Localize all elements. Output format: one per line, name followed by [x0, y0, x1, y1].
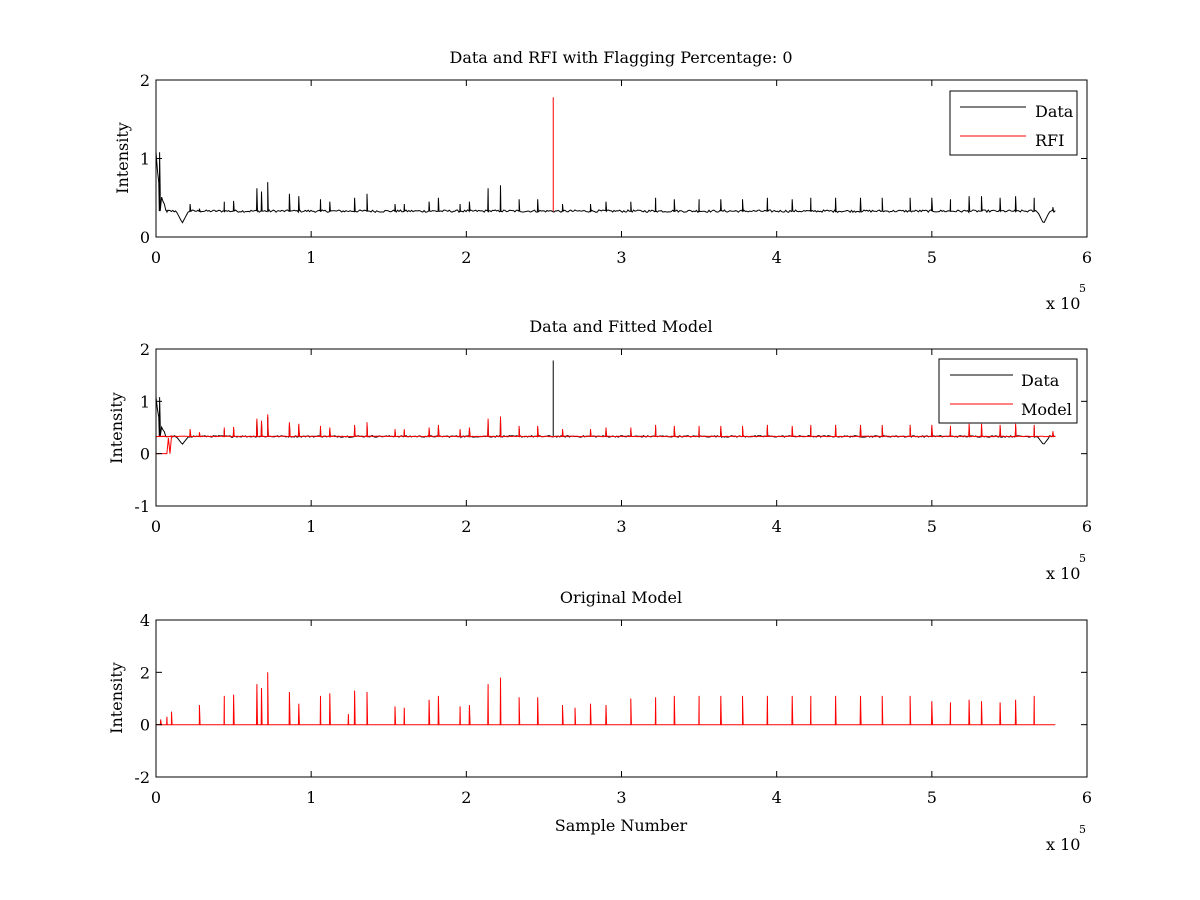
panel-1-title: Data and RFI with Flagging Percentage: 0: [449, 48, 792, 67]
panel-1-x-multiplier-exp: 5: [1079, 282, 1086, 295]
data-series-line: [155, 152, 1056, 224]
x-tick-label: 2: [461, 788, 471, 807]
panel-1: Data and RFI with Flagging Percentage: 0…: [113, 48, 1092, 313]
x-tick-label: 4: [772, 517, 782, 536]
x-tick-label: 5: [927, 248, 937, 267]
y-tick-label: 0: [140, 716, 150, 735]
panel-2-legend-model-label: Model: [1021, 400, 1072, 419]
x-tick-label: 5: [927, 517, 937, 536]
panel-1-legend-box: [949, 90, 1078, 156]
panel-2-ylabel: Intensity: [107, 392, 126, 464]
panel-3-x-multiplier: x 10: [1046, 835, 1080, 854]
panel-3-title: Original Model: [560, 588, 682, 607]
x-tick-label: 1: [306, 788, 316, 807]
y-tick-label: 0: [140, 445, 150, 464]
panel-1-ticks: 0 1 2 3 4 5 6 0 1 2: [140, 71, 1092, 267]
x-tick-label: 3: [616, 788, 626, 807]
model-series-line: [155, 414, 1056, 455]
x-tick-label: 0: [151, 788, 161, 807]
y-tick-label: -1: [134, 497, 150, 516]
panel-1-marks: [155, 97, 1056, 224]
x-tick-label: 6: [1082, 517, 1092, 536]
x-tick-label: 2: [461, 517, 471, 536]
panel-2-marks: [155, 360, 1056, 455]
panel-2-legend-box: [938, 358, 1078, 424]
x-tick-label: 6: [1082, 788, 1092, 807]
y-tick-label: 1: [140, 150, 150, 169]
x-tick-label: 4: [772, 248, 782, 267]
x-tick-label: 5: [927, 788, 937, 807]
panel-1-ylabel: Intensity: [113, 122, 132, 194]
panel-1-legend-data-label: Data: [1035, 102, 1074, 121]
x-tick-label: 1: [306, 517, 316, 536]
data-series-line: [155, 397, 1056, 445]
x-tick-label: 4: [772, 788, 782, 807]
panel-3-ylabel: Intensity: [107, 662, 126, 734]
x-tick-label: 3: [616, 517, 626, 536]
panel-2-x-multiplier-exp: 5: [1079, 552, 1086, 565]
panel-3-x-multiplier-exp: 5: [1079, 823, 1086, 836]
panel-3-marks: [156, 672, 1056, 726]
panel-2-x-multiplier: x 10: [1046, 564, 1080, 583]
x-tick-label: 0: [151, 248, 161, 267]
y-tick-label: 2: [140, 71, 150, 90]
y-tick-label: 1: [140, 392, 150, 411]
panel-3-xlabel: Sample Number: [555, 816, 688, 835]
panel-2: Data and Fitted Model Intensity 0 1 2 3 4 5 6 -…: [107, 317, 1092, 583]
y-tick-label: -2: [134, 768, 150, 787]
panel-1-axes-frame: [155, 79, 1088, 238]
y-tick-label: 0: [140, 228, 150, 247]
x-tick-label: 2: [461, 248, 471, 267]
x-tick-label: 0: [151, 517, 161, 536]
panel-1-legend: Data RFI: [949, 90, 1078, 156]
original-model-line: [156, 672, 1056, 726]
x-tick-label: 1: [306, 248, 316, 267]
x-tick-label: 6: [1082, 248, 1092, 267]
panel-1-legend-rfi-label: RFI: [1035, 131, 1064, 150]
y-tick-label: 4: [140, 611, 150, 630]
y-tick-label: 2: [140, 340, 150, 359]
panel-2-legend: Data Model: [938, 358, 1078, 424]
panel-2-legend-data-label: Data: [1021, 371, 1060, 390]
x-tick-label: 3: [616, 248, 626, 267]
y-tick-label: 2: [140, 663, 150, 682]
panel-1-x-multiplier: x 10: [1046, 294, 1080, 313]
panel-2-title: Data and Fitted Model: [529, 317, 712, 336]
panel-3-axes-frame: [155, 619, 1088, 778]
